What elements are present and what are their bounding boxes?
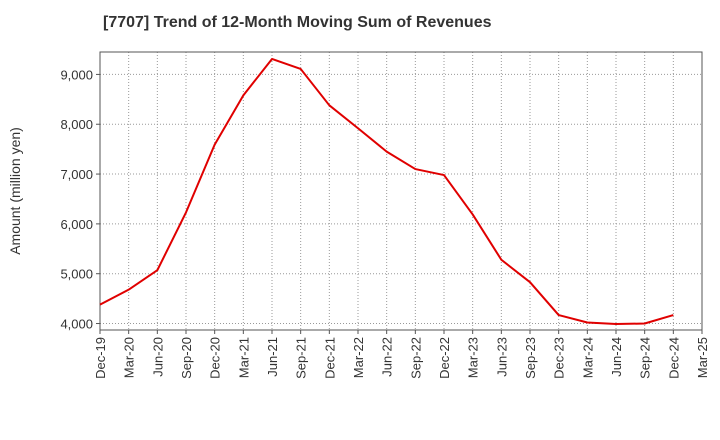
x-tick-label: Jun-21 <box>265 337 280 377</box>
x-tick-label: Sep-22 <box>408 337 423 379</box>
x-tick-label: Mar-25 <box>695 337 710 378</box>
x-tick-label: Dec-21 <box>322 337 337 379</box>
y-axis-label: Amount (million yen) <box>7 127 23 255</box>
plot-area-frame <box>99 51 703 331</box>
x-tick-label: Jun-22 <box>380 337 395 377</box>
grid <box>100 52 702 330</box>
y-tick-label: 7,000 <box>60 167 93 182</box>
x-tick-label: Mar-23 <box>466 337 481 378</box>
y-tick-label: 9,000 <box>60 67 93 82</box>
chart-title: [7707] Trend of 12-Month Moving Sum of R… <box>103 14 492 31</box>
x-tick-label: Dec-24 <box>666 337 681 379</box>
x-tick-label: Jun-20 <box>150 337 165 377</box>
x-tick-label: Mar-21 <box>236 337 251 378</box>
axes: 4,000 5,000 6,000 7,000 8,000 9,000 Dec-19 Mar-… <box>60 67 710 379</box>
x-tick-label: Dec-19 <box>93 337 108 379</box>
x-tick-label: Mar-20 <box>122 337 137 378</box>
series-layer <box>99 57 674 326</box>
x-tick-label: Jun-23 <box>494 337 509 377</box>
y-tick-label: 6,000 <box>60 217 93 232</box>
y-tick-label: 5,000 <box>60 267 93 282</box>
series-line <box>99 57 674 326</box>
y-tick-label: 8,000 <box>60 117 93 132</box>
x-tick-label: Sep-24 <box>638 337 653 379</box>
y-tick-label: 4,000 <box>60 317 93 332</box>
x-tick-label: Sep-23 <box>523 337 538 379</box>
x-tick-label: Sep-20 <box>179 337 194 379</box>
x-tick-label: Mar-24 <box>580 337 595 378</box>
x-tick-label: Jun-24 <box>609 337 624 377</box>
x-tick-label: Dec-22 <box>437 337 452 379</box>
x-tick-label: Dec-23 <box>552 337 567 379</box>
x-tick-label: Mar-22 <box>351 337 366 378</box>
x-tick-label: Dec-20 <box>208 337 223 379</box>
x-tick-label: Sep-21 <box>294 337 309 379</box>
